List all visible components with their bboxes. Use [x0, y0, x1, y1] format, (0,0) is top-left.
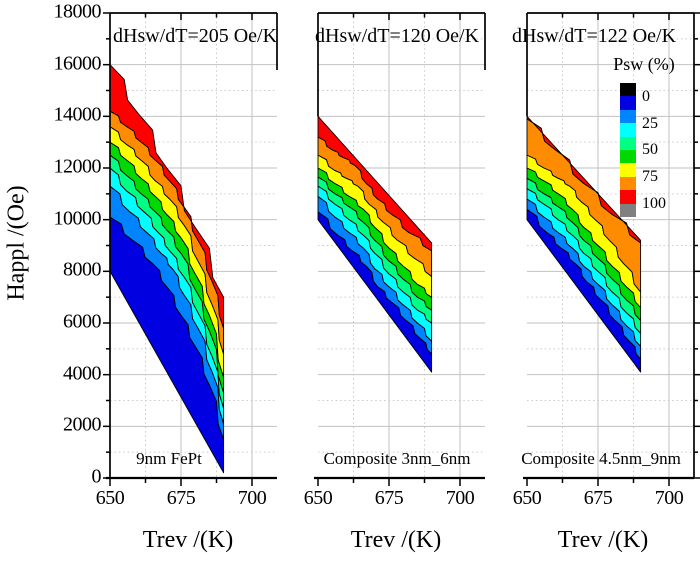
y-tick-label: 10000	[53, 207, 102, 230]
annotation-panel2: dHsw/dT=120 Oe/K	[315, 25, 480, 47]
legend-colorbar	[620, 83, 636, 218]
x-tick-label: 650	[95, 487, 125, 509]
annotation-panel1: dHsw/dT=205 Oe/K	[113, 25, 278, 47]
legend-color-swatch	[620, 176, 636, 191]
legend-color-swatch	[620, 190, 636, 204]
sample-label-panel2: Composite 3nm_6nm	[323, 449, 471, 468]
y-tick-label: 6000	[63, 310, 102, 333]
y-tick-label: 8000	[63, 258, 102, 281]
legend-tick-75: 75	[642, 168, 658, 185]
x-tick-label: 700	[237, 487, 267, 509]
y-tick-label: 16000	[53, 52, 102, 75]
x-axis-title-panel1: Trev /(K)	[142, 527, 234, 553]
legend-color-swatch	[620, 96, 636, 110]
legend-color-swatch	[620, 123, 636, 137]
x-tick-label: 700	[445, 487, 475, 509]
legend-tick-25: 25	[642, 115, 658, 132]
legend-title: Psw (%)	[613, 54, 675, 74]
y-tick-label: 14000	[53, 103, 102, 126]
x-axis-title-panel2: Trev /(K)	[350, 527, 442, 553]
legend-tick-100: 100	[642, 195, 666, 212]
x-tick-label: 675	[374, 487, 404, 509]
y-tick-label: 18000	[53, 0, 102, 23]
x-tick-label: 650	[512, 487, 542, 509]
x-tick-label: 650	[303, 487, 333, 509]
sample-label-panel3: Composite 4.5nm_9nm	[521, 449, 681, 468]
sample-label-panel1: 9nm FePt	[136, 449, 202, 468]
y-axis-title: Happl /(Oe)	[3, 185, 30, 301]
legend-color-swatch	[620, 83, 636, 97]
x-tick-label: 675	[583, 487, 613, 509]
y-tick-label: 0	[91, 465, 102, 488]
y-tick-label: 2000	[63, 413, 102, 436]
annotation-panel3: dHsw/dT=122 Oe/K	[512, 25, 677, 47]
legend-color-swatch	[620, 203, 636, 218]
legend-color-swatch	[620, 109, 636, 124]
x-axis-title-panel3: Trev /(K)	[557, 527, 649, 553]
legend-color-swatch	[620, 163, 636, 177]
legend-color-swatch	[620, 136, 636, 151]
x-tick-label: 675	[166, 487, 196, 509]
legend-tick-50: 50	[642, 141, 658, 158]
legend-color-swatch	[620, 150, 636, 164]
y-tick-label: 4000	[63, 362, 102, 385]
y-tick-label: 12000	[53, 155, 102, 178]
x-tick-label: 700	[654, 487, 684, 509]
legend-tick-0: 0	[642, 88, 650, 105]
